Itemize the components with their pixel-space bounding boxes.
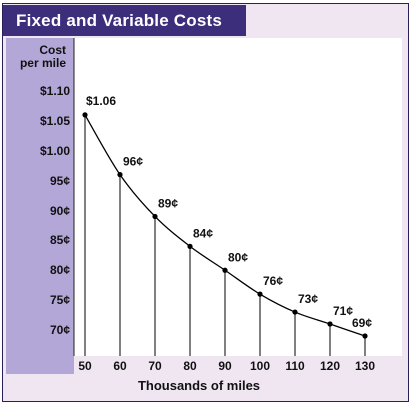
data-label: 76¢	[263, 274, 283, 288]
y-tick-label: 85¢	[49, 233, 70, 248]
x-tick-label: 60	[113, 359, 127, 373]
y-axis-panel	[6, 38, 74, 374]
x-tick-label: 70	[148, 359, 162, 373]
data-point	[152, 213, 158, 220]
plot-area	[74, 38, 402, 356]
y-axis-label-line-1: Cost	[39, 43, 66, 57]
y-tick-label: 70¢	[49, 323, 70, 337]
chart-title: Fixed and Variable Costs	[3, 5, 246, 36]
x-tick-label: 110	[285, 359, 305, 373]
data-point	[292, 309, 298, 315]
data-point	[327, 321, 333, 327]
x-axis-label: Thousands of miles	[137, 378, 261, 393]
x-tick-label: 100	[249, 359, 271, 373]
x-tick-label: 80	[183, 359, 197, 373]
data-label: 69¢	[352, 316, 372, 330]
y-tick-label: 75¢	[49, 293, 70, 308]
data-label: 80¢	[228, 250, 248, 264]
data-point	[362, 333, 368, 339]
data-point	[222, 267, 228, 273]
y-tick-label: $1.05	[39, 113, 70, 128]
y-axis-label: Cost per mile	[14, 44, 66, 70]
data-point	[187, 243, 193, 249]
y-tick-label: $1.00	[39, 143, 70, 158]
y-axis-label-line-2: per mile	[19, 56, 66, 70]
data-label: 73¢	[298, 292, 318, 306]
data-point	[117, 172, 123, 178]
x-tick-label: 50	[78, 359, 92, 373]
data-label: 96¢	[123, 155, 143, 169]
y-tick-label: 95¢	[49, 173, 70, 188]
y-tick-label: 90¢	[49, 203, 70, 218]
x-tick-label: 90	[218, 359, 232, 373]
data-label: 84¢	[193, 226, 213, 240]
data-point	[257, 291, 263, 297]
y-tick-label: 80¢	[49, 263, 70, 278]
data-label: 89¢	[158, 196, 178, 210]
data-point	[82, 112, 88, 118]
x-tick-label: 130	[354, 359, 376, 373]
y-tick-label: $1.10	[39, 84, 70, 98]
data-label: $1.06	[86, 94, 116, 108]
data-label: 71¢	[333, 304, 353, 318]
x-tick-label: 120	[319, 359, 341, 373]
